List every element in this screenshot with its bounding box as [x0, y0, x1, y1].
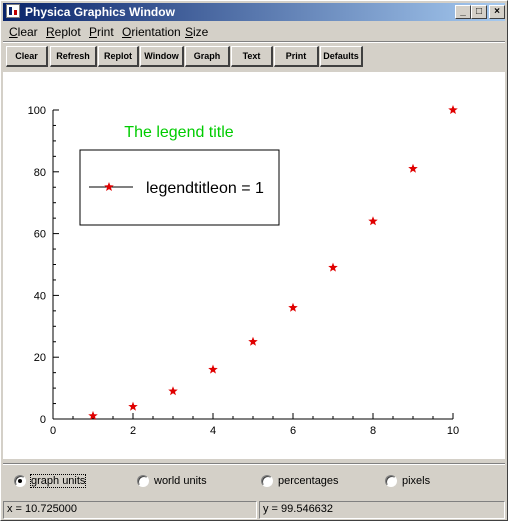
y-tick-label: 60 [34, 229, 46, 241]
x-tick-label: 8 [370, 425, 376, 437]
menu-orientation[interactable]: Orientation [122, 25, 181, 39]
legend-entry-label: legendtitleon = 1 [146, 180, 264, 197]
y-tick-label: 0 [40, 414, 46, 426]
toolbar-defaults-button[interactable]: Defaults [320, 46, 363, 67]
data-point-star [248, 336, 258, 346]
status-x-coordinate: x = 10.725000 [3, 501, 257, 519]
toolbar-replot-button[interactable]: Replot [98, 46, 139, 67]
x-tick-label: 4 [210, 425, 216, 437]
toolbar-print-button[interactable]: Print [274, 46, 319, 67]
app-icon[interactable] [6, 4, 20, 18]
toolbar-clear-button[interactable]: Clear [6, 46, 48, 67]
window-title: Physica Graphics Window [25, 5, 175, 19]
title-bar[interactable]: Physica Graphics Window _ □ × [3, 3, 505, 21]
data-point-star [208, 364, 218, 374]
data-point-star [328, 262, 338, 272]
close-button[interactable]: × [489, 5, 505, 19]
plot-canvas[interactable]: 0 2 4 6 8 10 0 20 40 60 80 100 The legend title legen… [3, 72, 505, 459]
data-point-star [408, 163, 418, 173]
x-tick-label: 6 [290, 425, 296, 437]
legend-star-marker [104, 182, 114, 192]
toolbar-window-button[interactable]: Window [140, 46, 184, 67]
data-point-star [368, 216, 378, 226]
status-bar: x = 10.725000 y = 99.546632 [3, 501, 505, 519]
legend-title: The legend title [124, 124, 234, 141]
radio-button-checked[interactable] [14, 475, 26, 487]
bottom-separator [3, 463, 505, 465]
radio-button[interactable] [137, 475, 149, 487]
x-tick-label: 10 [447, 425, 459, 437]
menu-print[interactable]: Print [89, 25, 114, 39]
menu-bar: Clear Replot Print Orientation Size [3, 22, 505, 41]
x-tick-label: 0 [50, 425, 56, 437]
minimize-button[interactable]: _ [455, 5, 471, 19]
data-point-star [288, 302, 298, 312]
y-tick-label: 80 [34, 167, 46, 179]
radio-pixels[interactable]: pixels [385, 475, 430, 487]
data-point-star [168, 386, 178, 396]
toolbar-refresh-button[interactable]: Refresh [50, 46, 97, 67]
radio-percentages[interactable]: percentages [261, 475, 339, 487]
radio-button[interactable] [261, 475, 273, 487]
maximize-button[interactable]: □ [471, 5, 487, 19]
legend-box [79, 149, 280, 226]
units-radio-group: graph units world units percentages pixe… [3, 471, 505, 493]
radio-world-units[interactable]: world units [137, 475, 207, 487]
menu-size[interactable]: Size [185, 25, 209, 39]
x-tick-label: 2 [130, 425, 136, 437]
menu-replot[interactable]: Replot [46, 25, 81, 39]
data-point-star [448, 105, 458, 115]
radio-button[interactable] [385, 475, 397, 487]
menu-clear[interactable]: Clear [9, 25, 38, 39]
data-point-star [88, 410, 98, 420]
y-tick-label: 40 [34, 290, 46, 302]
y-tick-label: 100 [28, 105, 46, 117]
data-point-star [128, 401, 138, 411]
toolbar-graph-button[interactable]: Graph [185, 46, 230, 67]
y-tick-label: 20 [34, 352, 46, 364]
toolbar-separator [3, 41, 505, 43]
toolbar-text-button[interactable]: Text [231, 46, 273, 67]
status-y-coordinate: y = 99.546632 [259, 501, 505, 519]
radio-graph-units[interactable]: graph units [14, 474, 87, 488]
